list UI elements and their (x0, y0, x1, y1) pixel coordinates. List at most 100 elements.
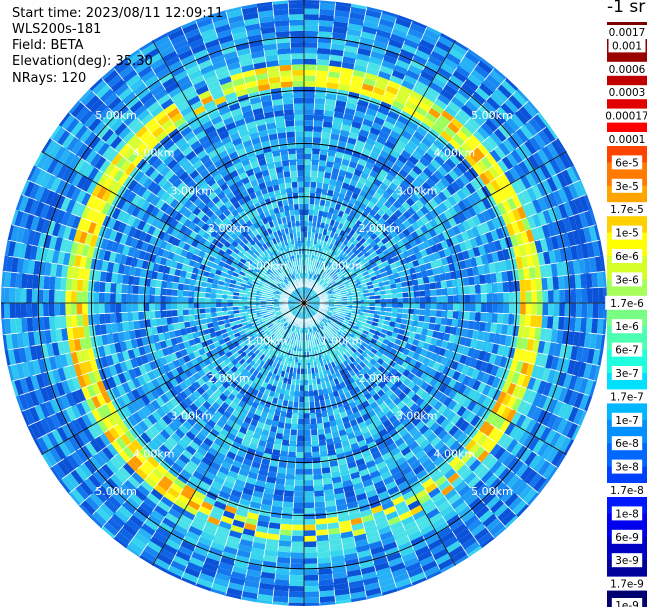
ppi-cell (167, 466, 181, 478)
ppi-cell (146, 540, 163, 554)
ppi-cell (286, 331, 291, 338)
ppi-cell (428, 368, 438, 378)
ppi-cell (193, 515, 207, 527)
ppi-cell (450, 413, 461, 426)
ppi-cell (200, 414, 210, 424)
ppi-cell (199, 441, 211, 452)
ppi-cell (331, 431, 340, 439)
ppi-cell (304, 491, 315, 497)
ppi-cell (310, 367, 316, 374)
ppi-cell (433, 425, 444, 437)
ppi-cell (360, 508, 373, 518)
ppi-cell (382, 541, 398, 552)
ppi-cell (129, 492, 144, 506)
ppi-cell (428, 322, 435, 331)
ppi-cell (150, 488, 164, 501)
ppi-cell (257, 514, 271, 523)
ppi-cell (390, 316, 397, 323)
ppi-cell (290, 563, 304, 570)
ppi-cell (504, 422, 516, 436)
ppi-cell (432, 548, 449, 561)
ppi-cell (171, 289, 178, 297)
ppi-cell (137, 294, 144, 303)
ppi-cell (246, 512, 259, 521)
ppi-cell (463, 423, 475, 436)
ppi-cell (264, 481, 276, 490)
ppi-cell (359, 408, 368, 417)
ppi-cell (154, 287, 161, 296)
ppi-cell (288, 591, 304, 598)
ppi-cell (233, 560, 249, 570)
ppi-cell (295, 452, 304, 458)
ppi-cell (308, 304, 314, 307)
ppi-cell (346, 343, 353, 350)
ppi-cell (411, 375, 420, 385)
ppi-cell (321, 313, 327, 318)
ppi-cell (327, 315, 333, 320)
ppi-cell (255, 525, 269, 534)
ppi-cell (216, 419, 226, 429)
ppi-cell (273, 8, 289, 16)
ppi-cell (380, 470, 393, 481)
ppi-cell (463, 471, 477, 485)
ppi-cell (426, 432, 438, 443)
ppi-cell (439, 418, 451, 430)
ppi-cell (243, 434, 253, 443)
ppi-cell (274, 579, 290, 586)
ppi-cell (318, 317, 324, 322)
ppi-cell (284, 423, 292, 430)
ppi-cell (48, 303, 55, 317)
ppi-cell (284, 114, 295, 122)
ppi-cell (492, 430, 505, 444)
ppi-cell (421, 560, 438, 572)
ppi-cell (375, 485, 388, 495)
ppi-cell (245, 371, 253, 379)
ppi-cell (553, 303, 560, 317)
ppi-cell (557, 402, 569, 419)
ppi-cell (339, 525, 353, 534)
ppi-cell (291, 535, 304, 542)
ppi-cell (438, 383, 448, 394)
ppi-cell (492, 481, 507, 496)
ppi-cell (442, 303, 448, 311)
ppi-cell (531, 406, 543, 422)
ppi-cell (354, 319, 362, 325)
ppi-cell (257, 588, 274, 596)
ppi-cell (280, 523, 293, 531)
ppi-cell (422, 529, 438, 541)
ppi-cell (429, 387, 439, 398)
ppi-cell (447, 368, 456, 379)
ppi-cell (550, 356, 560, 371)
ppi-cell (111, 491, 126, 506)
ppi-cell (204, 557, 220, 568)
ppi-cell (370, 505, 384, 515)
ppi-cell (161, 280, 168, 289)
ppi-cell (329, 309, 336, 313)
ppi-cell (489, 460, 503, 474)
ppi-cell (585, 317, 593, 334)
ppi-cell (307, 305, 312, 310)
ppi-cell (144, 518, 159, 532)
ppi-cell (467, 388, 477, 400)
ppi-cell (232, 565, 248, 575)
ppi-cell (408, 331, 416, 339)
ppi-cell (20, 303, 27, 318)
ppi-cell (454, 554, 469, 566)
ppi-cell (132, 285, 139, 295)
ppi-cell (333, 325, 339, 331)
ppi-cell (436, 303, 443, 311)
ppi-cell (192, 422, 203, 433)
ppi-cell (293, 310, 298, 315)
ppi-cell (422, 356, 431, 366)
ppi-cell (316, 53, 331, 61)
ppi-cell (496, 391, 507, 404)
ppi-cell (385, 307, 392, 313)
ppi-cell (228, 530, 243, 539)
ppi-cell (286, 318, 291, 324)
ppi-cell (260, 503, 272, 512)
ppi-cell (506, 456, 520, 471)
ppi-cell (313, 479, 324, 486)
ppi-cell (569, 317, 576, 332)
ppi-cell (496, 403, 507, 417)
ppi-cell (315, 70, 329, 77)
